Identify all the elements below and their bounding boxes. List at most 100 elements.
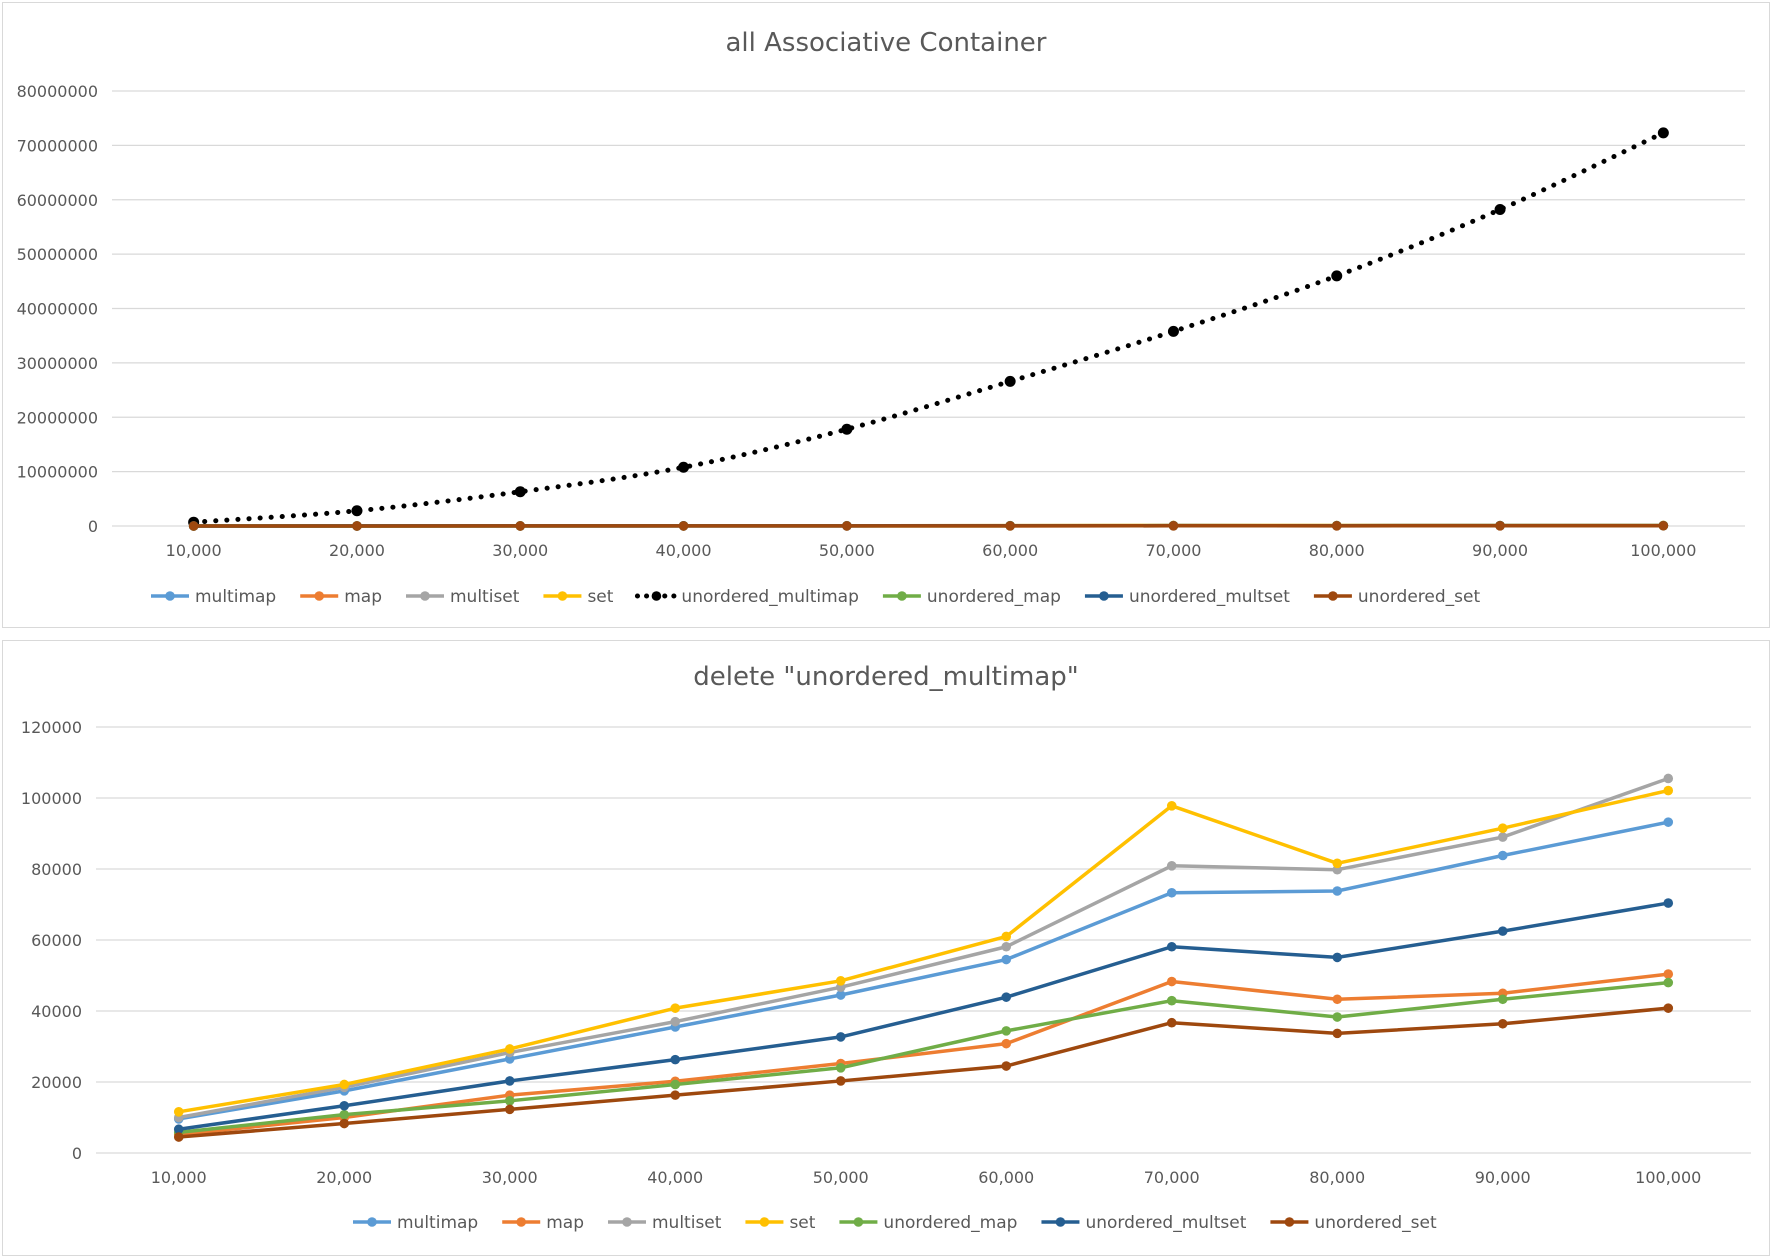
- legend-label-unordered_multset: unordered_multset: [1085, 1213, 1246, 1233]
- x-tick-label: 40,000: [656, 541, 712, 560]
- legend-marker-multiset: [622, 1217, 632, 1227]
- data-point-multiset: [670, 1016, 681, 1027]
- data-point-unordered_multset: [1663, 898, 1674, 908]
- data-point-unordered_set: [1497, 1018, 1508, 1029]
- data-point-unordered_map: [1663, 977, 1674, 988]
- data-point-set: [835, 976, 846, 986]
- data-point-unordered_set: [1001, 1061, 1012, 1071]
- legend-label-unordered_map: unordered_map: [927, 587, 1061, 607]
- data-point-multimap: [835, 990, 846, 1000]
- y-tick-label: 30000000: [17, 354, 98, 373]
- data-point-set: [670, 1003, 681, 1013]
- data-point-unordered_multset: [1166, 941, 1177, 952]
- x-tick-label: 70,000: [1144, 1168, 1200, 1187]
- y-tick-label: 80000: [31, 860, 82, 879]
- y-tick-label: 20000000: [17, 408, 98, 427]
- x-tick-label: 40,000: [647, 1168, 703, 1187]
- data-point-unordered_set: [173, 1132, 184, 1142]
- series-line-unordered_set: [178, 1006, 1669, 1139]
- data-point-unordered_multimap: [514, 486, 526, 498]
- legend-marker-unordered_map: [853, 1217, 864, 1227]
- series-line-multimap: [178, 820, 1669, 1121]
- data-point-unordered_multset: [504, 1076, 515, 1086]
- x-tick-label: 80,000: [1309, 1168, 1365, 1187]
- data-point-map: [1332, 994, 1343, 1005]
- data-point-multiset: [1497, 832, 1508, 842]
- data-point-multimap: [1166, 887, 1177, 898]
- data-point-unordered_set: [1332, 1028, 1343, 1039]
- chart-panel-delete: delete "unordered_multimap" 0 20000 40000 6…: [2, 640, 1770, 1256]
- y-tick-label: 20000: [31, 1073, 82, 1092]
- data-point-unordered_map: [670, 1079, 681, 1090]
- data-point-unordered_map: [835, 1063, 846, 1073]
- x-tick-label: 90,000: [1475, 1168, 1531, 1187]
- data-point-unordered_multimap: [1331, 270, 1343, 282]
- y-tick-label: 120000: [21, 718, 82, 737]
- data-point-unordered_set: [188, 521, 199, 531]
- data-point-unordered_map: [1001, 1026, 1012, 1036]
- legend-marker-unordered_multimap: [651, 591, 662, 601]
- y-tick-label: 0: [72, 1144, 82, 1163]
- data-point-set: [1497, 823, 1508, 833]
- data-point-unordered_multset: [1332, 952, 1343, 963]
- data-point-unordered_set: [1168, 521, 1179, 531]
- chart-delete-unordered-multimap: delete "unordered_multimap" 0 20000 40000 6…: [21, 662, 1751, 1233]
- legend-label-multimap: multimap: [397, 1213, 478, 1233]
- legend-marker-unordered_multset: [1055, 1217, 1066, 1227]
- x-tick-label: 60,000: [982, 541, 1038, 560]
- chart-title: all Associative Container: [725, 28, 1046, 58]
- data-point-unordered_set: [1166, 1017, 1177, 1028]
- data-point-set: [173, 1107, 184, 1117]
- legend-label-unordered_map: unordered_map: [883, 1213, 1017, 1233]
- data-point-unordered_set: [339, 1118, 350, 1129]
- x-tick-label: 10,000: [151, 1168, 207, 1187]
- x-tick-label: 60,000: [978, 1168, 1034, 1187]
- legend-label-multiset: multiset: [652, 1213, 722, 1233]
- data-point-multimap: [1332, 886, 1343, 896]
- legend-label-map: map: [344, 587, 382, 607]
- data-point-unordered_set: [1663, 1003, 1674, 1013]
- x-tick-label: 90,000: [1472, 541, 1528, 560]
- data-point-unordered_multimap: [1657, 127, 1669, 139]
- data-point-map: [1166, 976, 1177, 987]
- legend-label-unordered_multimap: unordered_multimap: [681, 587, 858, 607]
- data-point-multiset: [1166, 861, 1177, 871]
- data-point-unordered_set: [842, 521, 852, 531]
- data-point-map: [1001, 1038, 1012, 1049]
- data-point-unordered_multset: [1497, 926, 1508, 936]
- legend-marker-unordered_set: [1284, 1217, 1295, 1227]
- data-point-unordered_multimap: [841, 423, 853, 435]
- y-tick-label: 10000000: [17, 463, 98, 482]
- data-point-multimap: [1001, 954, 1012, 965]
- data-point-unordered_map: [1166, 995, 1177, 1006]
- data-point-multimap: [1663, 817, 1674, 827]
- data-point-unordered_multset: [173, 1124, 184, 1135]
- data-point-unordered_map: [339, 1109, 350, 1120]
- x-tick-label: 30,000: [492, 541, 548, 560]
- data-point-unordered_multimap: [1167, 325, 1179, 337]
- data-point-unordered_set: [352, 521, 362, 531]
- data-point-set: [1001, 931, 1012, 942]
- legend-marker-multimap: [165, 591, 175, 601]
- data-point-unordered_set: [835, 1076, 846, 1086]
- data-point-set: [1332, 858, 1343, 869]
- data-point-set: [1166, 801, 1177, 811]
- y-tick-label: 60000: [31, 931, 82, 950]
- legend-label-multimap: multimap: [195, 587, 276, 607]
- data-point-unordered_multimap: [1004, 375, 1016, 387]
- x-tick-label: 10,000: [166, 541, 222, 560]
- data-point-unordered_map: [1497, 994, 1508, 1005]
- series-line-multiset: [178, 776, 1669, 1120]
- y-tick-label: 80000000: [17, 82, 98, 101]
- y-tick-label: 50000000: [17, 245, 98, 264]
- chart-panel-all: all Associative Container 0 10000000 20000…: [2, 2, 1770, 628]
- y-tick-label: 0: [88, 517, 98, 536]
- x-tick-label: 70,000: [1145, 541, 1201, 560]
- y-tick-label: 60000000: [17, 191, 98, 210]
- data-point-set: [339, 1079, 350, 1090]
- x-tick-label: 20,000: [329, 541, 385, 560]
- legend-marker-set: [759, 1217, 770, 1227]
- series-line-unordered_multimap: [191, 130, 1666, 525]
- y-tick-label: 40000: [31, 1002, 82, 1021]
- legend-marker-unordered_map: [897, 591, 907, 601]
